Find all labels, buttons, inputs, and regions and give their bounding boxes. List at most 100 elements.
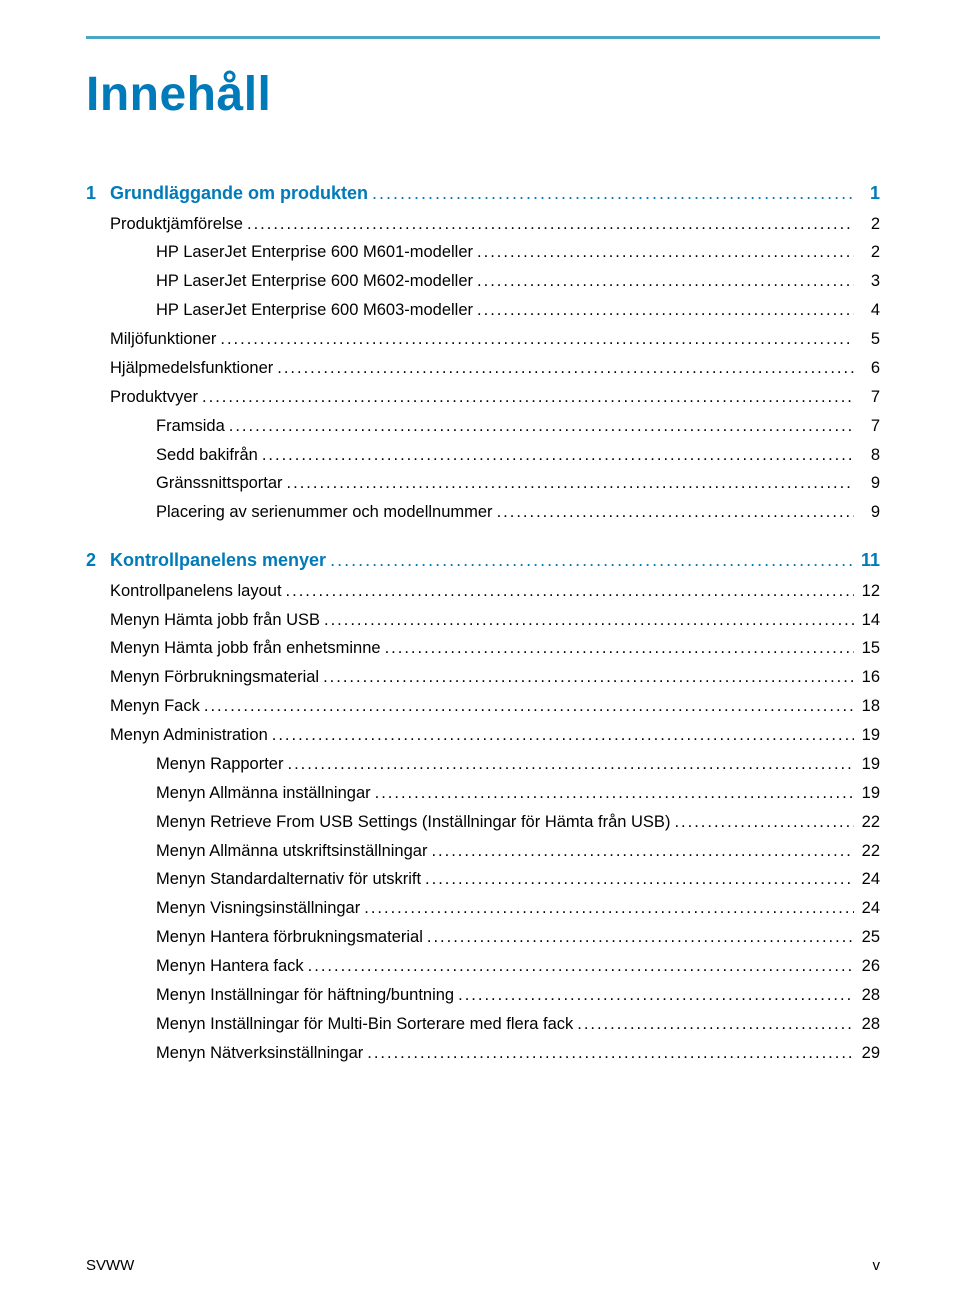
toc-chapter-page: 1 [858,178,880,210]
toc-leader [277,354,854,383]
toc-entry[interactable]: Hjälpmedelsfunktioner 6 [86,354,880,383]
toc-entry-label: Menyn Allmänna inställningar [156,779,371,808]
toc-leader [364,894,854,923]
toc-entry-label: Hjälpmedelsfunktioner [110,354,273,383]
toc-leader [367,1039,854,1068]
toc-leader [458,981,854,1010]
toc-leader [431,837,854,866]
toc-leader [287,750,854,779]
toc-leader [372,178,854,210]
toc-entry[interactable]: Menyn Allmänna inställningar 19 [86,779,880,808]
toc-entry-label: Menyn Hämta jobb från enhetsminne [110,634,381,663]
toc-entry[interactable]: Sedd bakifrån 8 [86,441,880,470]
table-of-contents: 1 Grundläggande om produkten 1Produktjäm… [86,178,880,1068]
toc-entry-page: 6 [858,354,880,383]
toc-entry-label: Menyn Visningsinställningar [156,894,360,923]
toc-leader [385,634,854,663]
toc-entry-page: 19 [858,721,880,750]
toc-leader [674,808,854,837]
toc-entry-page: 19 [858,779,880,808]
toc-entry-page: 5 [858,325,880,354]
toc-entry-page: 14 [858,606,880,635]
toc-chapter-line[interactable]: 2 Kontrollpanelens menyer 11 [86,545,880,577]
toc-entry-page: 28 [858,1010,880,1039]
toc-entry-page: 26 [858,952,880,981]
toc-entry[interactable]: Miljöfunktioner 5 [86,325,880,354]
toc-entry[interactable]: HP LaserJet Enterprise 600 M601-modeller… [86,238,880,267]
toc-entry-label: Menyn Administration [110,721,268,750]
toc-entry[interactable]: Menyn Fack 18 [86,692,880,721]
toc-entry[interactable]: Menyn Hantera fack 26 [86,952,880,981]
toc-entry-label: Menyn Inställningar för Multi-Bin Sorter… [156,1010,573,1039]
toc-entry[interactable]: HP LaserJet Enterprise 600 M603-modeller… [86,296,880,325]
toc-entry-page: 22 [858,837,880,866]
toc-entry-label: Sedd bakifrån [156,441,258,470]
toc-leader [220,325,854,354]
toc-entry-label: Framsida [156,412,225,441]
toc-leader [308,952,854,981]
toc-entry[interactable]: Menyn Hämta jobb från enhetsminne 15 [86,634,880,663]
toc-entry-page: 28 [858,981,880,1010]
toc-entry-label: Menyn Retrieve From USB Settings (Instäl… [156,808,670,837]
toc-entry[interactable]: Menyn Rapporter 19 [86,750,880,779]
toc-entry-page: 15 [858,634,880,663]
toc-entry[interactable]: Menyn Inställningar för häftning/buntnin… [86,981,880,1010]
toc-leader [323,663,854,692]
toc-entry[interactable]: Menyn Retrieve From USB Settings (Instäl… [86,808,880,837]
toc-entry[interactable]: Menyn Administration 19 [86,721,880,750]
toc-entry-page: 29 [858,1039,880,1068]
toc-entry-label: Menyn Hämta jobb från USB [110,606,320,635]
toc-entry-page: 19 [858,750,880,779]
toc-entry[interactable]: Menyn Hantera förbrukningsmaterial 25 [86,923,880,952]
footer-left: SVWW [86,1257,134,1274]
toc-leader [577,1010,854,1039]
toc-entry-label: Gränssnittsportar [156,469,283,498]
toc-entry[interactable]: Menyn Allmänna utskriftsinställningar 22 [86,837,880,866]
toc-entry-label: Menyn Inställningar för häftning/buntnin… [156,981,454,1010]
toc-entry[interactable]: Gränssnittsportar 9 [86,469,880,498]
toc-chapter-title: Kontrollpanelens menyer [110,545,326,577]
toc-entry-page: 2 [858,238,880,267]
toc-leader [287,469,854,498]
toc-leader [425,865,854,894]
toc-chapter-number: 1 [86,178,110,210]
toc-entry[interactable]: HP LaserJet Enterprise 600 M602-modeller… [86,267,880,296]
toc-entry-label: Placering av serienummer och modellnumme… [156,498,493,527]
toc-chapter-line[interactable]: 1 Grundläggande om produkten 1 [86,178,880,210]
toc-entry-label: Menyn Hantera fack [156,952,304,981]
toc-leader [427,923,854,952]
toc-entry-page: 7 [858,412,880,441]
toc-leader [262,441,854,470]
toc-entry[interactable]: Kontrollpanelens layout 12 [86,577,880,606]
toc-leader [229,412,854,441]
toc-entry[interactable]: Menyn Inställningar för Multi-Bin Sorter… [86,1010,880,1039]
toc-leader [477,238,854,267]
toc-entry-page: 16 [858,663,880,692]
toc-entry-label: Miljöfunktioner [110,325,216,354]
toc-entry[interactable]: Menyn Förbrukningsmaterial 16 [86,663,880,692]
toc-entry-page: 9 [858,469,880,498]
toc-entry-label: Menyn Förbrukningsmaterial [110,663,319,692]
toc-entry-page: 8 [858,441,880,470]
toc-leader [202,383,854,412]
toc-leader [247,210,854,239]
toc-entry-label: Menyn Nätverksinställningar [156,1039,363,1068]
toc-chapter: 2 Kontrollpanelens menyer 11Kontrollpane… [86,545,880,1067]
toc-entry[interactable]: Produktvyer 7 [86,383,880,412]
toc-entry[interactable]: Menyn Nätverksinställningar 29 [86,1039,880,1068]
toc-entry[interactable]: Menyn Visningsinställningar 24 [86,894,880,923]
toc-entry[interactable]: Placering av serienummer och modellnumme… [86,498,880,527]
toc-entry[interactable]: Produktjämförelse 2 [86,210,880,239]
toc-entry[interactable]: Framsida 7 [86,412,880,441]
toc-entry[interactable]: Menyn Hämta jobb från USB 14 [86,606,880,635]
toc-entry-page: 24 [858,865,880,894]
toc-entry-label: Menyn Allmänna utskriftsinställningar [156,837,427,866]
toc-leader [330,545,854,577]
toc-entry-page: 9 [858,498,880,527]
toc-chapter-number: 2 [86,545,110,577]
toc-entry[interactable]: Menyn Standardalternativ för utskrift 24 [86,865,880,894]
header-rule [86,36,880,39]
toc-entry-label: HP LaserJet Enterprise 600 M601-modeller [156,238,473,267]
toc-chapter: 1 Grundläggande om produkten 1Produktjäm… [86,178,880,527]
toc-entry-label: Menyn Hantera förbrukningsmaterial [156,923,423,952]
